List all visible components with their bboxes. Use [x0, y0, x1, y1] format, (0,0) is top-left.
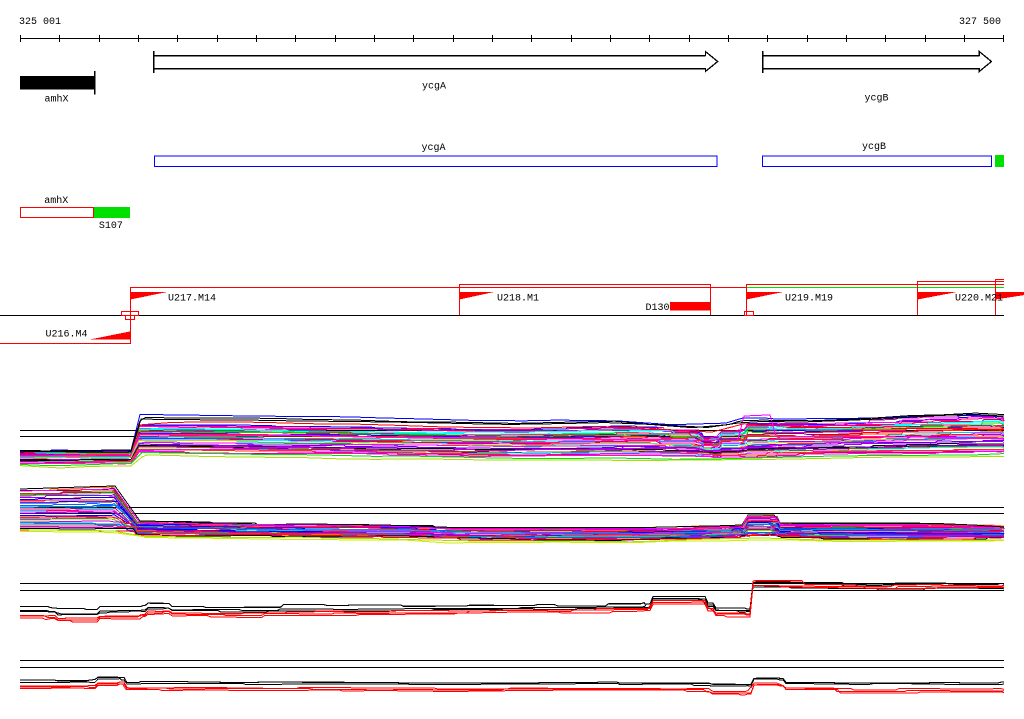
- svg-text:U220.M21: U220.M21: [955, 293, 1003, 304]
- svg-text:S107: S107: [99, 221, 123, 232]
- svg-text:U218.M1: U218.M1: [497, 293, 539, 304]
- svg-text:ycgB: ycgB: [865, 94, 889, 105]
- svg-text:ycgA: ycgA: [422, 143, 446, 154]
- svg-text:amhX: amhX: [44, 195, 68, 207]
- svg-text:ycgA: ycgA: [422, 82, 446, 93]
- svg-text:ycgB: ycgB: [862, 142, 886, 153]
- svg-text:D130: D130: [646, 303, 670, 314]
- svg-text:amhX: amhX: [45, 94, 69, 106]
- svg-text:U219.M19: U219.M19: [785, 293, 833, 304]
- svg-text:325 001: 325 001: [19, 17, 61, 28]
- svg-text:U217.M14: U217.M14: [168, 293, 216, 304]
- svg-text:U216.M4: U216.M4: [46, 329, 88, 340]
- svg-text:327 500: 327 500: [959, 17, 1001, 28]
